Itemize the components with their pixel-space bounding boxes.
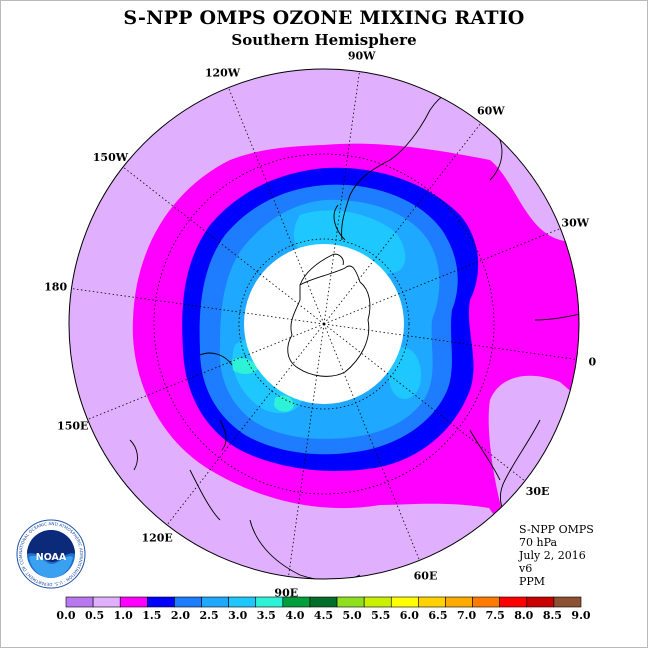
- noaa-logo: NATIONAL OCEANIC AND ATMOSPHERIC ADMINIS…: [16, 519, 86, 589]
- color-swatch: [282, 596, 311, 608]
- longitude-label: 0: [589, 356, 597, 369]
- aqua-patch: [232, 357, 258, 374]
- color-swatch: [472, 596, 500, 608]
- color-swatch: [174, 596, 202, 608]
- color-scale-tick-label: 0.0: [56, 609, 75, 622]
- color-scale-tick-label: 2.0: [171, 609, 190, 622]
- longitude-label: 120W: [205, 67, 241, 80]
- meridian-line: [166, 323, 325, 526]
- noaa-logo-text: NOAA: [36, 552, 67, 563]
- map-title: S-NPP OMPS OZONE MIXING RATIO: [123, 7, 525, 29]
- meridian-line: [323, 323, 577, 360]
- longitude-label: 90E: [274, 586, 298, 599]
- color-swatch: [147, 596, 175, 608]
- color-scale-tick-label: 3.0: [228, 609, 247, 622]
- meridian-line: [87, 323, 325, 420]
- color-swatch: [65, 596, 94, 608]
- longitude-label: 30E: [526, 485, 550, 498]
- info-units: PPM: [519, 575, 546, 588]
- info-date: July 2, 2016: [519, 549, 586, 562]
- meridian-line: [122, 166, 325, 325]
- longitude-label: 60W: [477, 104, 505, 117]
- color-swatch: [92, 596, 121, 608]
- color-scale-tick-label: 7.0: [457, 609, 476, 622]
- info-instrument: S-NPP OMPS: [519, 523, 594, 536]
- color-swatch: [418, 596, 446, 608]
- color-swatch: [499, 596, 528, 608]
- map-boundary: [68, 68, 580, 580]
- longitude-label: 120E: [141, 532, 172, 545]
- color-scale-tick-label: 6.5: [428, 609, 447, 622]
- color-swatch: [445, 596, 473, 608]
- color-scale-tick-label: 5.0: [343, 609, 362, 622]
- magenta-tongue: [480, 174, 579, 330]
- color-scale-tick-label: 2.5: [199, 609, 218, 622]
- color-scale-tick-label: 8.5: [543, 609, 562, 622]
- latitude-circle: [153, 153, 495, 495]
- color-scale-tick-label: 9.0: [571, 609, 590, 622]
- longitude-label: 60E: [414, 569, 438, 582]
- color-swatch: [309, 596, 338, 608]
- meridian-line: [323, 323, 420, 561]
- meridian-line: [323, 71, 360, 325]
- graticule: [71, 71, 577, 577]
- color-scale-tick-label: 5.5: [371, 609, 390, 622]
- meridian-line: [71, 288, 325, 325]
- color-scale-tick-label: 7.5: [486, 609, 505, 622]
- color-swatch: [390, 596, 419, 608]
- product-info: S-NPP OMPS 70 hPa July 2, 2016 v6 PPM: [519, 523, 594, 588]
- color-swatch: [336, 596, 365, 608]
- meridian-line: [323, 228, 561, 325]
- color-swatch: [526, 596, 555, 608]
- info-version: v6: [519, 562, 533, 575]
- info-level: 70 hPa: [519, 536, 558, 549]
- color-scale-tick-label: 3.5: [257, 609, 276, 622]
- color-scale-tick-label: 6.0: [400, 609, 419, 622]
- color-scale-tick-label: 1.0: [114, 609, 133, 622]
- sky-blue-patch-east: [388, 347, 421, 400]
- longitude-labels: 90W 60W 30W 0 30E 60E 90E 120E 150E 180 150W 120W: [44, 50, 596, 600]
- color-swatch: [553, 596, 582, 608]
- meridian-line: [323, 122, 482, 325]
- color-scale-tick-label: 8.0: [514, 609, 533, 622]
- color-swatch: [119, 596, 148, 608]
- color-scale-tick-label: 1.5: [142, 609, 161, 622]
- aqua-patch-2: [274, 395, 294, 412]
- longitude-label: 180: [44, 280, 67, 293]
- color-swatch: [228, 596, 257, 608]
- longitude-label: 30W: [561, 216, 589, 229]
- longitude-label: 150W: [93, 151, 129, 164]
- color-scale-tick-label: 0.5: [85, 609, 104, 622]
- meridian-line: [323, 323, 526, 482]
- map-subtitle: Southern Hemisphere: [231, 31, 417, 49]
- color-swatch: [363, 596, 392, 608]
- longitude-label: 90W: [348, 50, 376, 63]
- color-swatch: [255, 596, 284, 608]
- longitude-label: 150E: [57, 420, 88, 433]
- meridian-line: [288, 323, 325, 577]
- color-swatch: [201, 596, 229, 608]
- meridian-line: [228, 87, 325, 325]
- latitude-circle: [238, 238, 410, 410]
- color-scale-tick-label: 4.0: [285, 609, 304, 622]
- polar-map: 90W 60W 30W 0 30E 60E 90E 120E 150E 180 150W 120W: [44, 50, 596, 600]
- color-scale-tick-label: 4.5: [314, 609, 333, 622]
